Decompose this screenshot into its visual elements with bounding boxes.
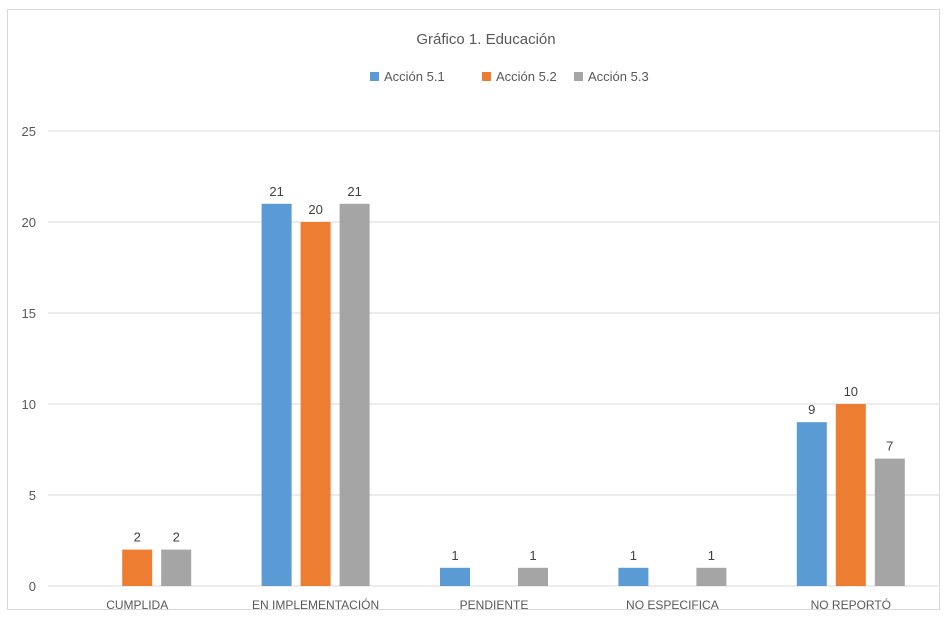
x-axis: CUMPLIDA EN IMPLEMENTACIÓN PENDIENTE NO ESP…: [106, 597, 891, 612]
data-label: 7: [886, 439, 893, 454]
chart-title: Gráfico 1. Educación: [416, 31, 555, 48]
data-label: 10: [844, 384, 858, 399]
bars: [122, 203, 905, 587]
legend-label: Acción 5.1: [384, 69, 445, 84]
x-tick-label: CUMPLIDA: [106, 598, 168, 612]
data-label: 9: [808, 402, 815, 417]
x-tick-label: PENDIENTE: [460, 598, 529, 612]
bar: [796, 422, 827, 586]
bar: [835, 404, 866, 586]
data-label: 1: [708, 548, 715, 563]
y-axis: 0 5 10 15 20 25: [22, 124, 36, 594]
legend-swatch: [482, 72, 491, 81]
data-label: 1: [451, 548, 458, 563]
legend-label: Acción 5.2: [496, 69, 557, 84]
bar: [161, 549, 192, 586]
legend-swatch: [370, 72, 379, 81]
y-tick-label: 20: [22, 215, 36, 230]
data-label: 21: [347, 184, 361, 199]
x-tick-label: EN IMPLEMENTACIÓN: [252, 597, 379, 612]
legend: Acción 5.1 Acción 5.2 Acción 5.3: [370, 69, 649, 84]
bar: [518, 567, 548, 586]
y-tick-label: 25: [22, 124, 36, 139]
x-tick-label: NO ESPECIFICA: [626, 598, 719, 612]
bar: [874, 458, 905, 586]
data-label: 2: [173, 530, 180, 545]
data-label: 1: [529, 548, 536, 563]
data-label: 2: [134, 530, 141, 545]
bar: [261, 203, 292, 587]
legend-swatch: [574, 72, 583, 81]
bar: [122, 549, 153, 586]
legend-label: Acción 5.3: [588, 69, 649, 84]
y-tick-label: 10: [22, 397, 36, 412]
bar: [339, 203, 370, 587]
data-label: 20: [308, 202, 322, 217]
chart-border: [7, 9, 940, 610]
bar: [300, 222, 331, 586]
bar: [618, 567, 649, 586]
x-tick-label: NO REPORTÓ: [811, 597, 891, 612]
y-tick-label: 0: [29, 579, 36, 594]
gridlines: [48, 130, 940, 587]
bar: [696, 567, 727, 586]
y-tick-label: 15: [22, 306, 36, 321]
data-label: 21: [269, 184, 283, 199]
bar: [440, 567, 470, 586]
data-label: 1: [630, 548, 637, 563]
y-tick-label: 5: [29, 488, 36, 503]
